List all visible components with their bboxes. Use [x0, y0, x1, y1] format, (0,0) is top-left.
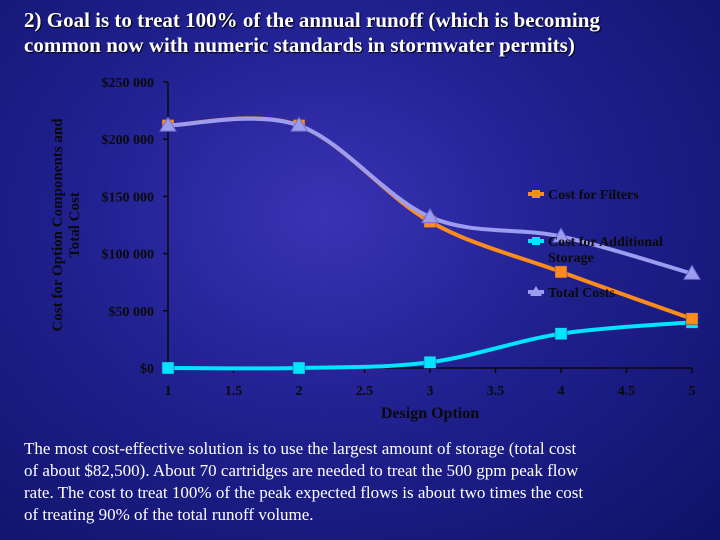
data-point-1: [161, 361, 175, 375]
y-tick-label: $0: [140, 362, 154, 377]
heading-line-2: common now with numeric standards in sto…: [24, 33, 575, 57]
y-tick-label: $100 000: [102, 248, 155, 263]
x-tick-label: 3.5: [487, 384, 505, 399]
caption-line-4: of treating 90% of the total runoff volu…: [24, 505, 314, 524]
legend-swatch-marker: [532, 237, 540, 245]
x-tick-label: 2: [296, 384, 303, 399]
caption-line-2: of about $82,500). About 70 cartridges a…: [24, 461, 579, 480]
legend-label: Cost for Additional: [548, 235, 663, 250]
data-point-1: [292, 361, 306, 375]
y-axis-title-line: Cost for Option Components and: [50, 118, 66, 332]
legend-label: Total Costs: [548, 286, 615, 301]
x-tick-label: 1.5: [225, 384, 243, 399]
data-point-2: [421, 208, 439, 224]
caption-line-1: The most cost-effective solution is to u…: [24, 439, 577, 458]
x-tick-label: 4: [558, 384, 565, 399]
slide-heading: 2) Goal is to treat 100% of the annual r…: [24, 8, 704, 58]
data-point-0: [554, 265, 568, 279]
data-point-0: [685, 312, 699, 326]
data-point-2: [159, 116, 177, 132]
cost-line-chart: $0 $50 000 $100 000 $150 000 $200 000 $250 00…: [50, 76, 701, 422]
legend-label: Cost for Filters: [548, 188, 639, 203]
legend-swatch-marker: [530, 286, 542, 296]
data-point-2: [552, 227, 570, 243]
data-point-1: [554, 327, 568, 340]
y-tick-label: $50 000: [109, 305, 155, 320]
y-tick-label: $200 000: [102, 133, 155, 148]
legend-label: Storage: [548, 251, 594, 266]
x-tick-label: 2.5: [356, 384, 374, 399]
x-tick-label: 3: [427, 384, 434, 399]
data-point-1: [423, 356, 437, 369]
data-point-2: [290, 116, 308, 132]
x-axis-title: Design Option: [381, 405, 479, 422]
legend-swatch-marker: [532, 190, 540, 198]
y-axis-title-line: Total Cost: [67, 192, 83, 258]
x-tick-label: 4.5: [618, 384, 636, 399]
heading-line-1: 2) Goal is to treat 100% of the annual r…: [24, 8, 600, 32]
caption-line-3: rate. The cost to treat 100% of the peak…: [24, 483, 584, 502]
y-tick-label: $150 000: [102, 190, 155, 205]
x-tick-label: 1: [165, 384, 172, 399]
data-point-2: [683, 264, 701, 280]
x-tick-label: 5: [689, 384, 696, 399]
slide-caption: The most cost-effective solution is to u…: [24, 438, 704, 526]
y-tick-label: $250 000: [102, 76, 155, 91]
